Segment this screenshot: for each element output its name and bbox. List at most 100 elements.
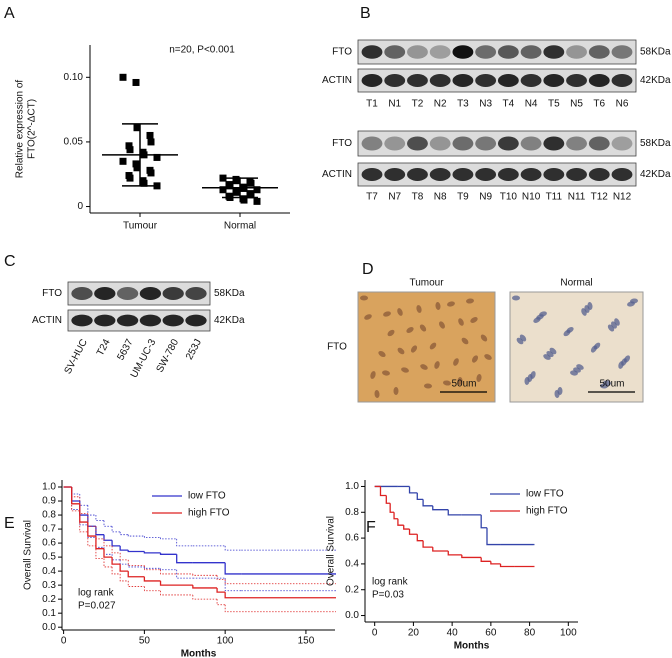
row-label: FTO [327, 342, 347, 353]
size-label: 58KDa [214, 288, 245, 299]
blot-strip [357, 68, 637, 93]
ci-upper [160, 537, 177, 540]
blot-band [588, 45, 610, 59]
survival-step [127, 550, 145, 553]
lane-label: SW-780 [155, 337, 182, 374]
lane-label: T4 [503, 99, 515, 110]
y-tick-label: 0.7 [42, 524, 56, 535]
blot-band [429, 45, 451, 59]
annotation: log rank [372, 577, 409, 588]
ci-upper [119, 531, 129, 536]
ci-lower [71, 487, 80, 512]
point [233, 177, 241, 185]
scale-label: 50um [599, 379, 624, 390]
row-label: FTO [332, 138, 352, 149]
row-label: ACTIN [322, 169, 352, 180]
blot-band [71, 314, 93, 327]
row-label: FTO [332, 47, 352, 58]
y-tick-label: 0.5 [42, 552, 56, 563]
blot-band [520, 168, 542, 181]
point [233, 188, 241, 196]
survival-step [216, 587, 226, 593]
row-label: ACTIN [322, 75, 352, 86]
blot-band [475, 45, 497, 59]
survival-step [224, 592, 335, 599]
cell-nucleus [406, 327, 414, 333]
y-tick-label: 0.1 [42, 608, 56, 619]
cell-nucleus [480, 334, 488, 342]
survival-step [432, 547, 449, 552]
ci-lower [224, 578, 242, 592]
panel-label: F [366, 519, 376, 536]
survival-step [103, 548, 113, 558]
blot-band [116, 287, 139, 300]
cell-nucleus [533, 317, 541, 323]
lane-label: T11 [546, 192, 563, 203]
ci-lower [160, 590, 193, 596]
blot-band [611, 45, 633, 59]
row-label: ACTIN [32, 315, 62, 326]
size-label: 58KDa [640, 47, 671, 58]
x-tick-label: Tumour [123, 221, 158, 232]
survival-step [143, 551, 161, 554]
survival-step [111, 540, 121, 547]
ci-upper [79, 496, 88, 515]
blot-band [497, 136, 519, 151]
survival-step [490, 561, 501, 565]
ci-lower [119, 573, 129, 582]
ci-lower [71, 487, 80, 510]
lane-label: N9 [479, 192, 492, 203]
x-tick-label: 60 [485, 628, 497, 639]
legend-label: high FTO [526, 506, 568, 517]
cell-nucleus [443, 380, 451, 386]
ci-lower [127, 564, 145, 568]
scale-label: 50um [451, 379, 476, 390]
lane-label: T5 [548, 99, 560, 110]
size-label: 42KDa [640, 169, 671, 180]
point [126, 174, 134, 182]
survival-step [416, 492, 424, 501]
blot-band [611, 74, 633, 87]
blot-band [162, 314, 184, 327]
ci-upper [87, 505, 96, 516]
y-tick-label: 0.2 [345, 584, 359, 595]
point [153, 153, 161, 161]
ci-upper [143, 536, 161, 538]
x-tick-label: 50 [139, 636, 151, 647]
point [219, 186, 227, 194]
blot-band [497, 74, 519, 87]
survival-step [385, 495, 391, 504]
y-tick-label: 0.8 [42, 510, 56, 521]
survival-step [79, 503, 88, 523]
cell-nucleus [563, 329, 571, 337]
survival-step [408, 486, 418, 494]
blot-band [162, 287, 184, 300]
point [132, 78, 140, 86]
blot-band [475, 74, 497, 87]
ci-lower [79, 509, 88, 526]
image-title: Tumour [409, 278, 444, 289]
cell-nucleus [581, 308, 587, 316]
blot-band [588, 74, 610, 87]
survival-step [486, 527, 501, 546]
lane-label: 253J [184, 337, 204, 361]
survival-step [87, 522, 96, 537]
blot-band [361, 45, 383, 59]
cell-nucleus [378, 350, 386, 358]
x-tick-label: 40 [447, 628, 459, 639]
cell-nucleus [590, 345, 598, 353]
lane-label: T9 [457, 192, 469, 203]
blot-band [497, 168, 519, 181]
cell-nucleus [476, 374, 482, 382]
ci-upper [192, 573, 218, 576]
cell-nucleus [570, 370, 578, 376]
ci-upper [160, 569, 193, 575]
annotation: P=0.03 [372, 590, 404, 601]
x-tick-label: 100 [560, 628, 577, 639]
lane-label: N11 [568, 192, 586, 203]
blot-band [384, 168, 406, 181]
blot-band [452, 74, 474, 87]
lane-label: T6 [593, 99, 605, 110]
point [147, 138, 155, 146]
